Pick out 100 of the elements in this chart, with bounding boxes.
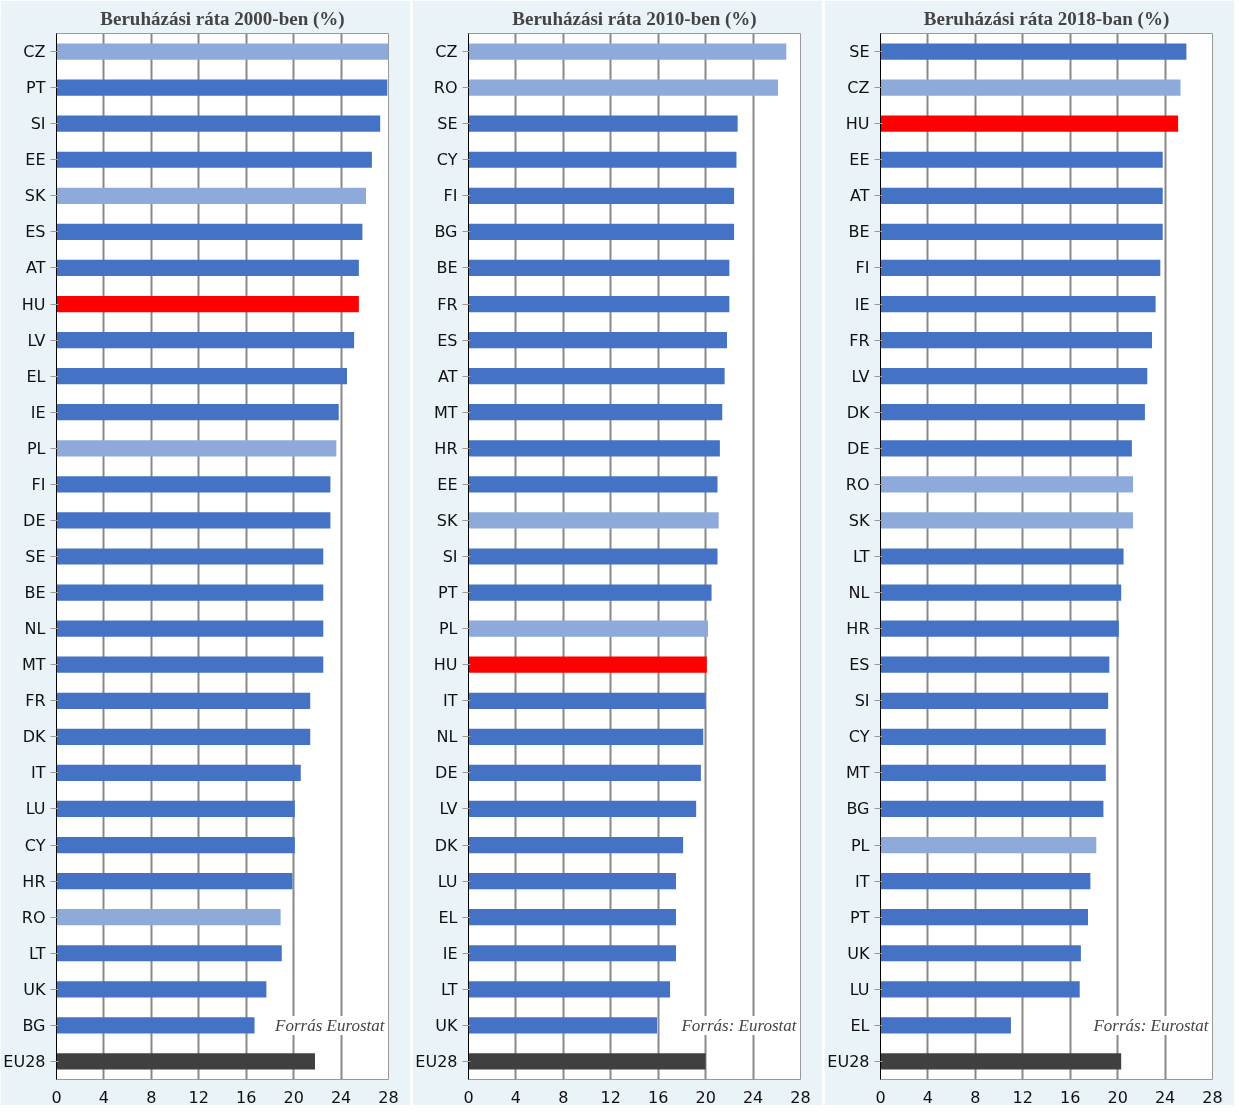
y-tick-label: HU (433, 655, 458, 675)
bar (468, 548, 718, 565)
bar (56, 476, 331, 493)
y-tick-label: EL (438, 907, 458, 927)
y-tick-label: NL (24, 619, 46, 639)
y-tick-label: DE (435, 763, 458, 783)
bar (56, 836, 295, 854)
bar (56, 909, 281, 926)
chart-title: Beruházási ráta 2018-ban (%) (923, 7, 1170, 30)
bar (880, 584, 1122, 601)
bar (880, 1053, 1122, 1070)
bar (880, 656, 1110, 673)
x-tick-label: 20 (695, 1087, 716, 1107)
bar (880, 764, 1106, 782)
bar (880, 476, 1134, 493)
bar (880, 115, 1179, 132)
bar (880, 836, 1097, 854)
y-tick-label: EU28 (415, 1051, 458, 1071)
bar (56, 1053, 315, 1070)
y-tick-label: FI (31, 474, 46, 494)
chart-title: Beruházási ráta 2010-ben (%) (512, 7, 757, 30)
y-tick-label: AT (850, 186, 870, 206)
y-tick-label: CZ (847, 78, 870, 98)
y-tick-label: LT (853, 547, 870, 566)
x-tick-label: 24 (330, 1087, 352, 1107)
bar (880, 512, 1134, 529)
bar (468, 692, 706, 709)
y-tick-label: AT (26, 258, 46, 278)
bar (880, 692, 1109, 709)
bar (56, 404, 339, 421)
y-tick-label: SI (854, 691, 870, 711)
y-tick-label: HR (434, 438, 458, 458)
y-tick-label: SE (849, 42, 870, 62)
bar (468, 295, 730, 313)
y-tick-label: BG (22, 1015, 46, 1035)
x-tick-label: 24 (742, 1087, 764, 1107)
bar (880, 800, 1104, 818)
y-tick-label: UK (847, 943, 871, 963)
bar (56, 79, 388, 96)
bar (880, 404, 1145, 421)
bar (468, 151, 737, 168)
y-tick-label: LU (849, 979, 870, 999)
x-tick-label: 8 (558, 1087, 569, 1107)
bar (468, 512, 719, 529)
y-tick-label: EU28 (3, 1051, 46, 1071)
y-tick-label: LV (27, 330, 46, 350)
bar (880, 945, 1081, 962)
x-tick-label: 4 (922, 1087, 934, 1107)
y-tick-label: FI (443, 186, 458, 206)
x-tick-label: 24 (1154, 1087, 1176, 1107)
y-tick-label: AT (438, 366, 458, 386)
bar (468, 656, 707, 673)
x-tick-label: 8 (146, 1087, 157, 1107)
y-tick-label: LT (29, 943, 46, 963)
y-tick-label: FR (849, 330, 870, 350)
y-tick-label: ES (849, 655, 870, 675)
bar (56, 873, 293, 890)
bar (880, 981, 1080, 998)
y-tick-label: SK (848, 510, 871, 530)
bar (56, 1017, 255, 1034)
bar (468, 873, 676, 890)
bar (56, 440, 337, 457)
y-tick-label: CY (436, 150, 458, 170)
bar (468, 404, 723, 421)
y-tick-label: SK (436, 510, 459, 530)
bar (56, 728, 311, 745)
x-tick-label: 20 (1107, 1087, 1128, 1107)
bar (56, 259, 359, 277)
bar (56, 512, 331, 529)
bar (880, 151, 1163, 168)
y-tick-label: LU (437, 871, 458, 891)
x-tick-label: 16 (1060, 1087, 1081, 1107)
y-tick-label: CZ (23, 42, 46, 62)
y-tick-label: MT (21, 655, 46, 675)
y-tick-label: PL (438, 619, 458, 639)
annotation: Forrás: Eurostat (680, 1015, 798, 1035)
y-tick-label: DK (434, 835, 459, 855)
bar (880, 187, 1163, 204)
x-tick-label: 16 (648, 1087, 669, 1107)
y-tick-label: ES (437, 330, 458, 350)
x-tick-label: 12 (1012, 1087, 1033, 1107)
bar (468, 79, 778, 96)
x-tick-label: 0 (463, 1087, 474, 1107)
bar (880, 548, 1124, 565)
y-tick-label: PL (26, 438, 46, 458)
bar (880, 223, 1163, 240)
y-tick-label: IE (854, 294, 870, 314)
bar (468, 728, 704, 745)
bar (468, 368, 725, 385)
bar (880, 620, 1119, 637)
y-tick-label: HU (845, 114, 870, 134)
bar (468, 223, 735, 240)
x-tick-label: 28 (378, 1087, 399, 1107)
y-tick-label: EL (26, 366, 46, 386)
bar (468, 764, 701, 782)
bar (56, 620, 324, 637)
bar (56, 800, 295, 818)
x-tick-label: 0 (875, 1087, 886, 1107)
y-tick-label: MT (433, 402, 458, 422)
bar (56, 331, 355, 349)
